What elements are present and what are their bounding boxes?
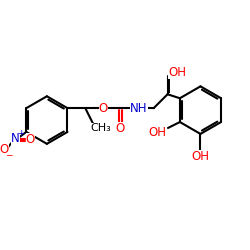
Text: OH: OH: [192, 150, 210, 163]
Text: O: O: [116, 122, 125, 136]
Text: O: O: [98, 102, 108, 115]
Text: O: O: [0, 143, 9, 156]
Text: +: +: [16, 130, 24, 138]
Text: −: −: [5, 150, 12, 159]
Text: OH: OH: [148, 126, 166, 140]
Text: NH: NH: [130, 102, 148, 115]
Text: O: O: [26, 133, 35, 146]
Text: N: N: [11, 132, 20, 145]
Text: OH: OH: [168, 66, 186, 79]
Text: CH₃: CH₃: [91, 123, 112, 133]
